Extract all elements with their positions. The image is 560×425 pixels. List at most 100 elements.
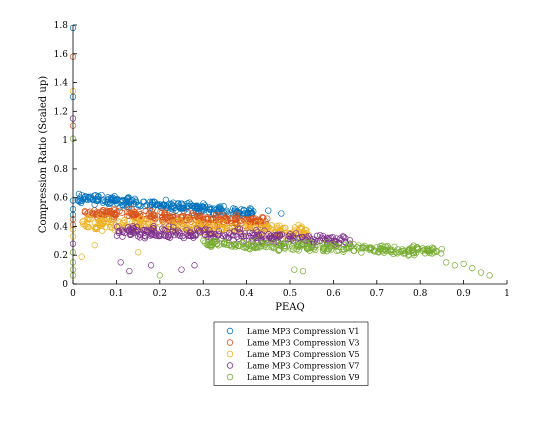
data-point (294, 241, 302, 249)
data-point (78, 253, 85, 260)
data-point (115, 227, 122, 235)
data-point (486, 272, 493, 279)
data-point (175, 199, 182, 207)
data-point (134, 249, 142, 256)
data-point (149, 225, 157, 232)
data-point (75, 190, 83, 198)
data-point (225, 225, 232, 232)
x-tick-label: 0.8 (413, 289, 428, 299)
y-tick-label: 1.2 (54, 107, 68, 117)
data-point (206, 205, 213, 212)
data-point (174, 227, 181, 234)
data-point (140, 198, 148, 205)
data-point (200, 237, 207, 244)
data-point (405, 252, 412, 259)
data-point (84, 214, 91, 221)
data-point (303, 245, 311, 252)
data-point (189, 231, 196, 238)
data-point (262, 241, 269, 248)
data-point (224, 210, 232, 217)
data-point (119, 233, 126, 240)
data-point (150, 223, 157, 230)
data-point (76, 198, 83, 205)
data-point (332, 239, 339, 246)
data-point (215, 203, 223, 211)
y-tick-label: 0.2 (54, 251, 68, 261)
data-point (251, 244, 259, 252)
data-point (296, 225, 303, 232)
data-point (201, 226, 208, 234)
data-point (146, 207, 154, 214)
data-point (230, 237, 237, 244)
data-point (132, 197, 139, 204)
data-point (419, 245, 426, 252)
data-point (299, 267, 307, 275)
data-point (93, 197, 101, 204)
y-tick-label: 1.4 (54, 79, 69, 89)
data-point (428, 244, 436, 251)
data-point (162, 211, 169, 218)
legend-box (213, 321, 369, 386)
data-point (264, 226, 271, 233)
data-point (244, 242, 252, 249)
data-point (92, 224, 99, 231)
data-point (148, 213, 156, 220)
data-point (294, 242, 301, 250)
data-point (342, 235, 349, 242)
data-point (220, 203, 227, 210)
data-point (292, 230, 300, 237)
data-point (214, 223, 222, 230)
legend-label: Lame MP3 Compression V5 (247, 350, 360, 359)
data-point (341, 238, 348, 245)
data-point (290, 246, 297, 253)
data-point (469, 265, 476, 272)
data-point (208, 239, 216, 246)
data-point (132, 219, 139, 226)
data-point (161, 208, 169, 215)
data-point (106, 215, 113, 223)
data-point (147, 262, 155, 269)
data-point (175, 204, 183, 211)
data-point (256, 244, 263, 251)
data-point (278, 210, 285, 217)
data-point (120, 219, 127, 227)
data-point (221, 240, 228, 247)
x-axis-label: PEAQ (275, 302, 304, 313)
ticks-layer: 0 0.1 0.2 0.3 0.4 0.5 0.6 0.7 0.8 0.9 1 0 0.2 0.4 0.6 0… (54, 21, 510, 299)
data-point (179, 225, 187, 232)
data-point (166, 234, 174, 241)
data-point (291, 224, 299, 231)
data-point (120, 202, 127, 209)
data-point (156, 272, 163, 279)
data-point (206, 227, 213, 234)
data-point (180, 234, 187, 242)
data-point (329, 234, 336, 241)
data-point (178, 266, 185, 273)
x-tick-label: 0.5 (283, 289, 298, 299)
data-point (149, 198, 156, 205)
data-point (106, 200, 114, 207)
data-point (80, 194, 88, 201)
data-point (119, 197, 126, 205)
data-point (113, 223, 121, 230)
data-point (238, 219, 245, 226)
data-point (107, 222, 115, 229)
data-point (99, 220, 106, 228)
y-tick-label: 0.6 (54, 194, 69, 204)
data-point (230, 232, 237, 239)
data-point (231, 228, 238, 235)
data-point (183, 226, 190, 234)
data-point (99, 219, 106, 226)
data-point (253, 237, 260, 244)
data-point (174, 231, 182, 238)
y-tick-label: 1.8 (54, 21, 69, 31)
data-point (326, 242, 333, 250)
data-point (311, 243, 318, 251)
data-point (117, 259, 124, 266)
data-point (319, 232, 327, 240)
data-point (358, 249, 365, 256)
data-point (85, 194, 92, 201)
data-point (231, 228, 238, 235)
